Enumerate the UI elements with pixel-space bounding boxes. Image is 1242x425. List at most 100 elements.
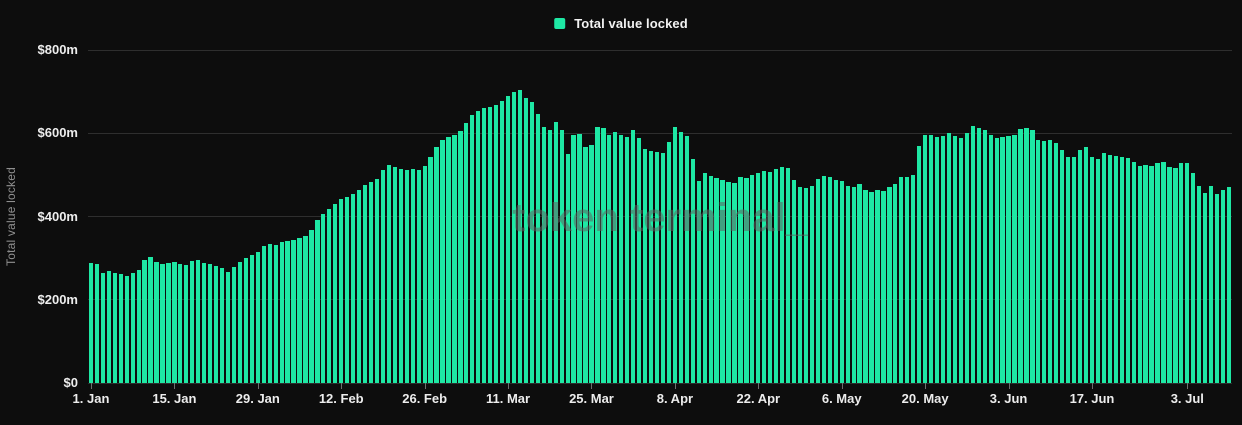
bar[interactable] xyxy=(482,108,487,383)
bar[interactable] xyxy=(1155,163,1160,383)
bar[interactable] xyxy=(339,199,344,383)
bar[interactable] xyxy=(714,178,719,383)
bar[interactable] xyxy=(368,181,374,383)
bar[interactable] xyxy=(1095,159,1101,383)
bar[interactable] xyxy=(208,264,213,383)
bar[interactable] xyxy=(851,186,856,383)
bar[interactable] xyxy=(106,271,111,383)
bar[interactable] xyxy=(1185,162,1190,383)
bar[interactable] xyxy=(928,134,934,383)
bar[interactable] xyxy=(267,243,272,383)
bar[interactable] xyxy=(726,182,731,383)
bar[interactable] xyxy=(166,263,171,383)
bar[interactable] xyxy=(970,125,975,383)
bar[interactable] xyxy=(392,167,397,383)
bar[interactable] xyxy=(237,262,243,383)
bar[interactable] xyxy=(934,137,940,383)
bar[interactable] xyxy=(255,252,260,383)
bar[interactable] xyxy=(952,136,958,383)
bar[interactable] xyxy=(1066,156,1071,383)
bar[interactable] xyxy=(976,127,981,383)
bar[interactable] xyxy=(243,258,249,383)
bar[interactable] xyxy=(1113,155,1118,383)
bar[interactable] xyxy=(523,97,529,383)
bar[interactable] xyxy=(458,130,463,383)
bar[interactable] xyxy=(470,114,475,383)
bar[interactable] xyxy=(404,169,409,383)
bar[interactable] xyxy=(88,263,94,383)
bar[interactable] xyxy=(345,196,350,383)
bar[interactable] xyxy=(654,151,660,383)
bar[interactable] xyxy=(833,180,838,383)
bar[interactable] xyxy=(923,134,928,383)
bar[interactable] xyxy=(172,262,177,383)
bar[interactable] xyxy=(797,186,803,383)
bar[interactable] xyxy=(547,129,552,383)
bar[interactable] xyxy=(565,154,570,383)
bar[interactable] xyxy=(631,129,636,383)
bar[interactable] xyxy=(637,138,642,383)
bar[interactable] xyxy=(273,245,278,383)
bar[interactable] xyxy=(678,131,683,383)
bar[interactable] xyxy=(303,235,308,383)
bar[interactable] xyxy=(964,132,969,383)
bar[interactable] xyxy=(893,183,898,383)
bar[interactable] xyxy=(541,127,546,383)
bar[interactable] xyxy=(660,152,666,383)
bar[interactable] xyxy=(577,134,582,383)
bar[interactable] xyxy=(428,157,433,383)
bar[interactable] xyxy=(601,128,606,383)
bar[interactable] xyxy=(327,208,332,383)
bar[interactable] xyxy=(917,145,922,383)
bar[interactable] xyxy=(112,273,117,383)
bar[interactable] xyxy=(225,272,231,383)
bar[interactable] xyxy=(1203,193,1208,383)
bar[interactable] xyxy=(100,273,106,383)
bar[interactable] xyxy=(1042,141,1047,383)
bar[interactable] xyxy=(297,238,302,383)
bar[interactable] xyxy=(803,188,809,383)
bar[interactable] xyxy=(380,169,386,383)
bar[interactable] xyxy=(827,177,832,383)
bar[interactable] xyxy=(911,174,916,383)
bar[interactable] xyxy=(625,136,630,383)
bar[interactable] xyxy=(571,135,576,383)
bar[interactable] xyxy=(1048,139,1053,383)
bar[interactable] xyxy=(279,242,284,383)
bar[interactable] xyxy=(672,126,678,383)
bar[interactable] xyxy=(422,165,427,383)
bar[interactable] xyxy=(160,264,165,383)
bar[interactable] xyxy=(1018,129,1023,383)
bar[interactable] xyxy=(905,177,910,383)
bar[interactable] xyxy=(315,219,320,383)
bar[interactable] xyxy=(416,169,421,383)
bar[interactable] xyxy=(333,204,338,383)
bar[interactable] xyxy=(881,190,886,383)
bar[interactable] xyxy=(219,267,225,383)
bar[interactable] xyxy=(190,260,195,383)
bar[interactable] xyxy=(1060,149,1065,383)
bar[interactable] xyxy=(696,180,701,383)
bar[interactable] xyxy=(249,255,254,383)
bar[interactable] xyxy=(261,246,266,383)
bar[interactable] xyxy=(809,185,815,383)
bar[interactable] xyxy=(1119,156,1124,383)
bar[interactable] xyxy=(1226,186,1232,383)
bar[interactable] xyxy=(845,186,850,383)
bar[interactable] xyxy=(559,129,564,383)
bar[interactable] xyxy=(410,168,415,383)
bar[interactable] xyxy=(762,171,767,383)
bar[interactable] xyxy=(362,184,368,383)
bar[interactable] xyxy=(118,274,123,383)
bar[interactable] xyxy=(702,172,707,383)
bar[interactable] xyxy=(309,230,314,383)
bar[interactable] xyxy=(815,179,821,383)
bar[interactable] xyxy=(821,176,826,383)
bar[interactable] xyxy=(1089,156,1095,383)
bar[interactable] xyxy=(285,241,290,383)
bar[interactable] xyxy=(94,263,100,383)
bar[interactable] xyxy=(768,171,773,383)
bar[interactable] xyxy=(517,89,523,383)
bar[interactable] xyxy=(744,177,749,383)
bar[interactable] xyxy=(1077,149,1083,383)
